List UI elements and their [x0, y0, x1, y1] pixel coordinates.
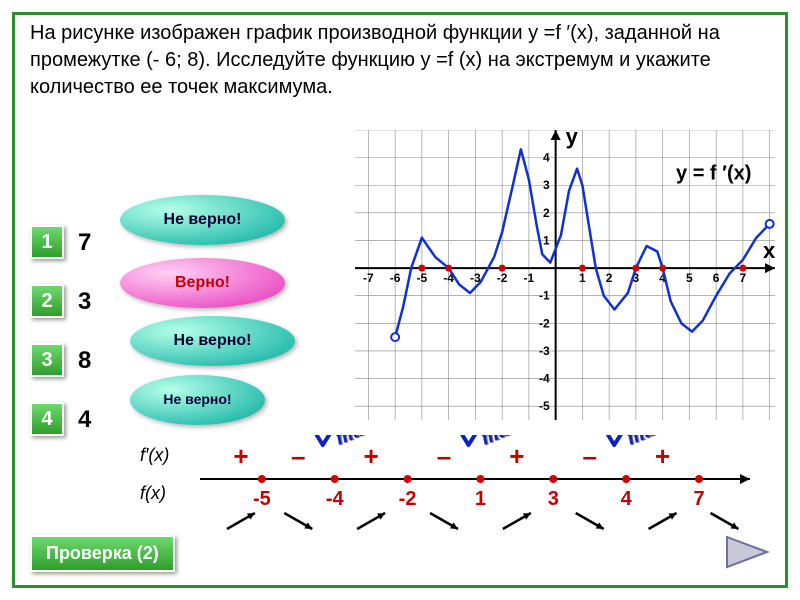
option-2-button[interactable]: 2 [30, 284, 64, 318]
svg-text:y = f ′(x): y = f ′(x) [676, 163, 751, 185]
option-2-value: 3 [78, 288, 91, 316]
svg-text:+: + [655, 441, 670, 471]
svg-text:7: 7 [740, 271, 747, 285]
svg-text:6: 6 [713, 271, 720, 285]
question-text: На рисунке изображен график производной … [30, 20, 770, 101]
svg-text:–: – [437, 441, 451, 471]
svg-text:4: 4 [621, 488, 633, 510]
svg-text:-4: -4 [326, 488, 345, 510]
svg-text:-1: -1 [524, 271, 535, 285]
option-3-button[interactable]: 3 [30, 343, 64, 377]
svg-text:5: 5 [686, 271, 693, 285]
svg-text:y: y [566, 130, 579, 149]
svg-text:+: + [509, 441, 524, 471]
check-button[interactable]: Проверка (2) [30, 535, 175, 572]
svg-text:1: 1 [475, 488, 486, 510]
svg-text:7: 7 [693, 488, 704, 510]
svg-text:-5: -5 [539, 399, 550, 413]
svg-text:-3: -3 [539, 344, 550, 358]
feedback-4: Не верно! [130, 375, 265, 425]
svg-text:-5: -5 [417, 271, 428, 285]
svg-text:3: 3 [543, 178, 550, 192]
svg-text:–: – [582, 441, 596, 471]
svg-text:-2: -2 [539, 316, 550, 330]
derivative-chart: -7-6-5-4-3-2-11234567-5-4-3-2-11234xyy =… [355, 130, 775, 420]
svg-text:-7: -7 [363, 271, 374, 285]
next-button[interactable] [722, 532, 772, 572]
svg-text:2: 2 [606, 271, 613, 285]
svg-text:-5: -5 [253, 488, 271, 510]
option-4-value: 4 [78, 406, 91, 434]
svg-text:x: x [763, 238, 775, 263]
feedback-1: Не верно! [120, 195, 285, 245]
svg-text:-6: -6 [390, 271, 401, 285]
option-1-value: 7 [78, 229, 91, 257]
svg-text:–: – [291, 441, 305, 471]
svg-text:2: 2 [543, 206, 550, 220]
sign-table: f′(x) f(x) -5-4-21347+–+–+–+maxmaxmax [140, 435, 760, 530]
svg-text:-2: -2 [399, 488, 417, 510]
option-3-value: 8 [78, 347, 91, 375]
svg-text:3: 3 [548, 488, 559, 510]
svg-text:1: 1 [579, 271, 586, 285]
feedback-2: Верно! [120, 258, 285, 308]
svg-text:4: 4 [543, 151, 550, 165]
svg-text:1: 1 [543, 233, 550, 247]
svg-text:+: + [364, 441, 379, 471]
svg-text:-2: -2 [497, 271, 508, 285]
option-1-button[interactable]: 1 [30, 225, 64, 259]
svg-text:-4: -4 [539, 372, 550, 386]
feedback-3: Не верно! [130, 316, 295, 366]
option-4-button[interactable]: 4 [30, 402, 64, 436]
svg-text:+: + [233, 441, 248, 471]
svg-text:-1: -1 [539, 289, 550, 303]
